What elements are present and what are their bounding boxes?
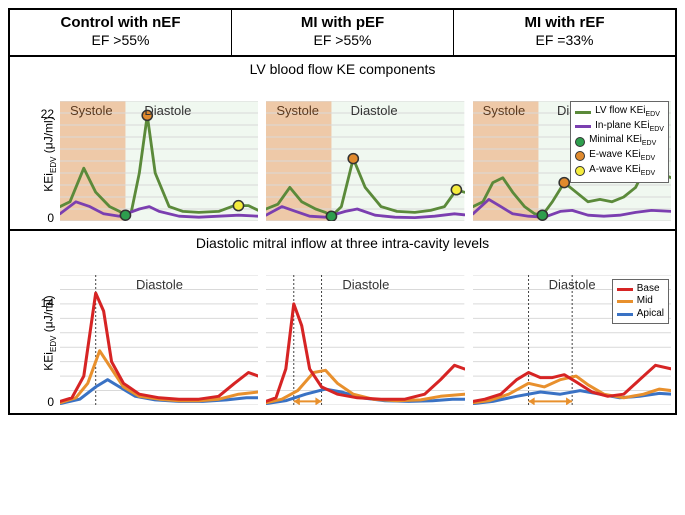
legend-rowA: LV flow KEiEDVIn-plane KEiEDVMinimal KEi… xyxy=(570,101,669,183)
diastole-label: Diastole xyxy=(144,103,191,118)
header-title-0: Control with nEF xyxy=(12,14,229,32)
ytick-a-bot: 0 xyxy=(47,211,54,225)
rowA-panel-0: Systole Diastole xyxy=(56,79,262,229)
header-sub-2: EF =33% xyxy=(456,32,673,49)
diastole-label: Diastole xyxy=(351,103,398,118)
section-title-a: LV blood flow KE components xyxy=(10,57,675,79)
panel-row-a: KEiEDV (μJ/ml) 22 0 SystoleDiastoleSysto… xyxy=(10,79,675,231)
diastole-label-b: Diastole xyxy=(136,277,183,292)
ytick-a-top: 22 xyxy=(41,107,54,121)
systole-label: Systole xyxy=(483,103,526,118)
section-title-b: Diastolic mitral inflow at three intra-c… xyxy=(10,231,675,253)
ylabel-zone-b: KEiEDV (μJ/ml) 14 0 xyxy=(10,253,56,413)
rowA-panel-2: SystoleDiastoleLV flow KEiEDVIn-plane KE… xyxy=(469,79,675,229)
systole-label: Systole xyxy=(70,103,113,118)
header-sub-0: EF >55% xyxy=(12,32,229,49)
diastole-label-b: Diastole xyxy=(342,277,389,292)
ytick-b-bot: 0 xyxy=(47,395,54,409)
rowB-panel-1: Diastole xyxy=(262,253,468,413)
systole-label: Systole xyxy=(276,103,319,118)
header-title-2: MI with rEF xyxy=(456,14,673,32)
rowB-panel-2: Diastole BaseMidApical xyxy=(469,253,675,413)
panel-row-b: KEiEDV (μJ/ml) 14 0 DiastoleDiastoleDias… xyxy=(10,253,675,413)
legend-rowB: BaseMidApical xyxy=(612,279,669,325)
rowB-panel-0: Diastole xyxy=(56,253,262,413)
header-cell-0: Control with nEF EF >55% xyxy=(10,10,232,55)
header-cell-1: MI with pEF EF >55% xyxy=(232,10,454,55)
header-title-1: MI with pEF xyxy=(234,14,451,32)
ytick-b-top: 14 xyxy=(41,296,54,310)
rowA-panel-1: Systole Diastole xyxy=(262,79,468,229)
diastole-label-b: Diastole xyxy=(549,277,596,292)
header-cell-2: MI with rEF EF =33% xyxy=(454,10,675,55)
ylabel-zone-a: KEiEDV (μJ/ml) 22 0 xyxy=(10,79,56,229)
header-row: Control with nEF EF >55% MI with pEF EF … xyxy=(10,10,675,57)
header-sub-1: EF >55% xyxy=(234,32,451,49)
figure-root: Control with nEF EF >55% MI with pEF EF … xyxy=(8,8,677,415)
